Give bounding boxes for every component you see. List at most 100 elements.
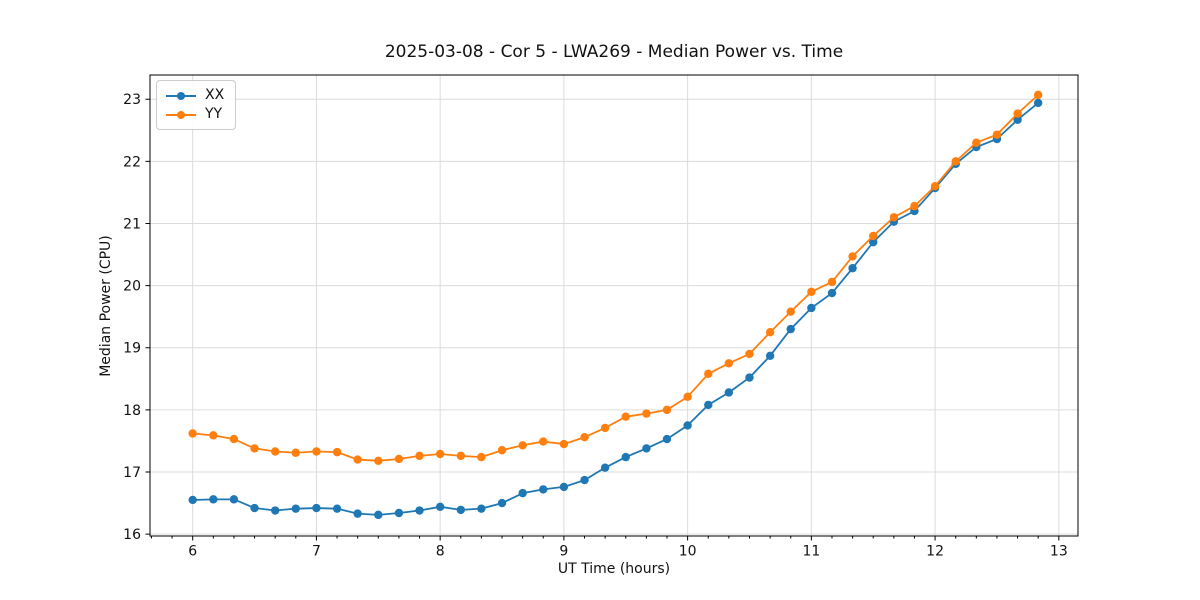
- data-point: [930, 182, 940, 191]
- grid-lines: [150, 75, 1078, 536]
- data-point: [435, 449, 445, 459]
- data-point: [188, 495, 197, 505]
- data-point: [848, 252, 857, 261]
- series-yy: [188, 90, 1043, 466]
- x-tick-label: 12: [926, 544, 944, 560]
- x-axis-label: UT Time (hours): [557, 561, 671, 577]
- data-point: [291, 448, 300, 457]
- data-point: [662, 434, 672, 444]
- data-point: [374, 510, 383, 520]
- x-tick-label: 10: [679, 544, 697, 560]
- data-point: [745, 373, 754, 382]
- data-point: [910, 201, 919, 211]
- data-point: [394, 454, 404, 464]
- data-point: [662, 405, 672, 415]
- data-point: [724, 388, 734, 397]
- data-point: [786, 324, 795, 334]
- data-point: [497, 498, 507, 508]
- data-point: [683, 392, 692, 402]
- data-point: [332, 447, 342, 457]
- tick-labels: 6 7 8 9 10 11 12 13 16 17 18 19 20 21 22 23: [123, 92, 1068, 559]
- data-point: [332, 504, 342, 513]
- data-point: [869, 231, 878, 241]
- data-point: [580, 433, 589, 442]
- data-point: [394, 508, 404, 518]
- data-point: [209, 495, 218, 504]
- data-point: [1033, 90, 1043, 100]
- axis-ticks: [145, 98, 1060, 541]
- data-point: [580, 475, 589, 485]
- data-point: [229, 434, 239, 444]
- data-point: [559, 482, 569, 492]
- x-tick-label: 13: [1050, 544, 1068, 560]
- legend: XX YY: [156, 80, 237, 130]
- data-point: [1013, 109, 1022, 118]
- y-tick-label: 19: [123, 341, 141, 357]
- y-tick-label: 17: [123, 465, 141, 481]
- data-point: [951, 157, 960, 166]
- data-point: [271, 447, 280, 456]
- x-tick-label: 11: [802, 544, 820, 560]
- data-point: [807, 287, 816, 297]
- data-point: [745, 349, 754, 359]
- data-point: [229, 495, 239, 504]
- data-point: [600, 423, 610, 433]
- y-tick-label: 22: [123, 154, 141, 170]
- data-point: [621, 412, 630, 421]
- data-point: [559, 439, 569, 449]
- data-point: [642, 444, 651, 453]
- data-point: [807, 303, 816, 313]
- data-point: [642, 409, 651, 418]
- legend-item-xx: XX: [166, 86, 224, 105]
- data-point: [250, 503, 259, 513]
- data-point: [539, 437, 548, 446]
- legend-item-yy: YY: [166, 105, 224, 124]
- data-point: [456, 505, 466, 515]
- data-point: [456, 451, 466, 461]
- y-tick-label: 16: [123, 527, 141, 543]
- data-point: [271, 506, 280, 515]
- legend-line-marker-icon: [166, 91, 196, 100]
- y-tick-label: 18: [123, 403, 141, 419]
- data-point: [704, 369, 713, 379]
- legend-label: XX: [205, 87, 225, 103]
- data-point: [869, 237, 878, 247]
- data-point: [827, 277, 837, 287]
- x-tick-label: 9: [559, 544, 568, 560]
- data-point: [518, 488, 527, 498]
- data-point: [600, 463, 610, 472]
- data-point: [765, 328, 775, 337]
- data-point: [827, 288, 837, 298]
- data-point: [291, 504, 300, 513]
- data-point: [209, 431, 218, 440]
- plot-frame: [149, 74, 1079, 537]
- data-point: [1013, 115, 1022, 124]
- data-point: [724, 359, 734, 368]
- data-point: [415, 451, 424, 461]
- data-point: [477, 504, 486, 513]
- legend-line-marker-icon: [166, 110, 196, 119]
- data-point: [539, 485, 548, 494]
- data-point: [353, 455, 362, 464]
- legend-label: YY: [205, 106, 223, 122]
- data-point: [188, 429, 197, 438]
- y-axis-label: Median Power (CPU): [98, 235, 114, 377]
- x-tick-label: 6: [188, 544, 197, 560]
- data-point: [518, 441, 527, 450]
- data-point: [683, 421, 692, 430]
- data-point: [889, 213, 899, 222]
- data-point: [765, 351, 775, 361]
- data-point: [848, 264, 857, 273]
- data-point: [250, 444, 259, 453]
- data-point: [312, 447, 321, 456]
- data-point: [704, 400, 713, 410]
- data-point: [374, 456, 383, 466]
- data-point: [497, 446, 507, 455]
- x-tick-label: 7: [312, 544, 321, 560]
- data-point: [477, 452, 486, 462]
- y-tick-label: 20: [123, 279, 141, 295]
- data-point: [312, 503, 321, 513]
- x-tick-label: 8: [436, 544, 445, 560]
